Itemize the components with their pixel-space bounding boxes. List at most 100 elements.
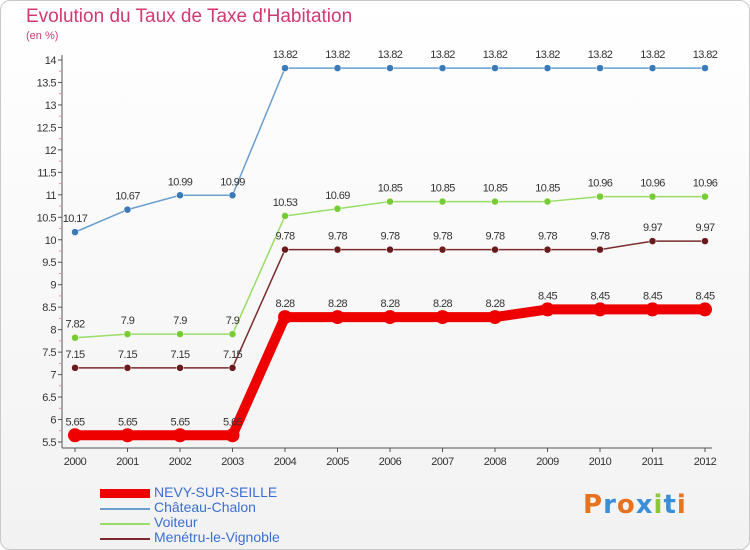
data-label: 5.65 (170, 416, 189, 428)
series-line (74, 67, 706, 233)
data-point (543, 197, 552, 206)
proxiti-logo: Proxiti (583, 490, 687, 520)
data-label: 10.96 (693, 178, 718, 190)
data-label: 7.15 (118, 349, 137, 361)
y-tick-label: 13 (45, 100, 57, 112)
y-tick-label: 7.5 (42, 347, 56, 359)
data-point (435, 310, 450, 325)
data-point (333, 205, 342, 213)
data-label: 13.82 (483, 49, 508, 61)
data-point (228, 330, 237, 338)
data-point (383, 310, 397, 325)
data-point (176, 330, 184, 338)
data-label: 8.45 (538, 290, 557, 302)
legend-item: NEVY-SUR-SEILLE (100, 484, 360, 501)
data-label: 5.65 (118, 416, 137, 428)
data-label: 8.45 (695, 290, 714, 302)
data-point (438, 245, 447, 254)
legend-swatch (100, 523, 150, 525)
data-label: 10.96 (640, 178, 665, 190)
data-label: 10.99 (220, 176, 245, 188)
data-label: 7.9 (226, 315, 240, 327)
data-label: 10.85 (535, 183, 560, 195)
data-label: 5.65 (223, 416, 242, 428)
data-label: 10.53 (273, 197, 298, 209)
data-point (123, 330, 132, 338)
data-label: 8.28 (380, 298, 399, 310)
data-label: 9.78 (380, 231, 399, 243)
data-point (71, 364, 79, 372)
y-tick-label: 6 (50, 415, 56, 427)
data-point (543, 64, 552, 72)
data-point (540, 302, 555, 317)
chart-title: Evolution du Taux de Taxe d'Habitation (26, 6, 353, 27)
x-tick-label: 2005 (326, 456, 349, 468)
y-tick-label: 8 (50, 325, 56, 337)
x-tick-label: 2008 (484, 456, 507, 468)
data-point (123, 364, 132, 372)
data-label: 9.78 (433, 231, 452, 243)
data-point (173, 428, 187, 443)
x-tick-label: 2001 (116, 456, 139, 468)
data-label: 10.99 (168, 176, 193, 188)
legend-item: Château-Chalon (100, 499, 360, 516)
legend-item: Voiteur (100, 514, 360, 531)
x-tick-label: 2010 (589, 456, 612, 468)
data-point (386, 64, 394, 72)
data-point (333, 64, 342, 72)
chart-legend: NEVY-SUR-SEILLE Château-Chalon Voiteur M… (100, 484, 360, 546)
data-label: 9.97 (695, 222, 714, 234)
data-label: 10.69 (325, 190, 350, 202)
data-label: 13.82 (693, 49, 718, 61)
data-point (120, 428, 135, 443)
data-label: 13.82 (378, 49, 403, 61)
data-point (71, 333, 79, 342)
data-point (281, 212, 289, 220)
y-tick-label: 8.5 (42, 302, 56, 314)
data-label: 9.97 (643, 222, 662, 234)
y-tick-label: 14 (45, 55, 57, 67)
x-tick-label: 2011 (642, 456, 664, 468)
data-label: 13.82 (273, 49, 298, 61)
legend-item: Menétru-le-Vignoble (100, 529, 360, 546)
data-point (491, 245, 499, 254)
y-tick-label: 6.5 (42, 392, 56, 404)
legend-label: Voiteur (154, 514, 198, 530)
x-tick-label: 2007 (431, 456, 454, 468)
data-point (488, 310, 502, 325)
data-point (225, 428, 240, 443)
data-label: 8.28 (485, 298, 504, 310)
x-tick-label: 2009 (536, 456, 559, 468)
data-point (701, 237, 709, 245)
data-point (330, 310, 345, 325)
data-point (648, 192, 657, 201)
data-point (698, 302, 712, 317)
y-tick-label: 10.5 (37, 212, 57, 224)
data-label: 8.28 (433, 298, 452, 310)
data-point (386, 245, 394, 254)
data-point (281, 64, 289, 72)
data-label: 9.78 (275, 231, 294, 243)
data-point (543, 245, 552, 254)
data-label: 10.96 (588, 178, 613, 190)
data-point (71, 228, 79, 236)
data-point (596, 192, 604, 201)
data-label: 7.82 (65, 319, 84, 331)
data-point (438, 64, 447, 72)
y-tick-label: 13.5 (37, 77, 57, 89)
data-label: 9.78 (485, 231, 504, 243)
x-tick-label: 2006 (379, 456, 402, 468)
data-label: 10.17 (63, 213, 88, 225)
legend-swatch (100, 508, 150, 510)
legend-label: Menétru-le-Vignoble (154, 529, 280, 545)
data-label: 13.82 (430, 49, 455, 61)
chart-unit-label: (en %) (26, 30, 59, 42)
data-point (645, 302, 660, 317)
data-label: 13.82 (640, 49, 665, 61)
data-point (228, 191, 237, 200)
y-tick-label: 9.5 (42, 257, 56, 269)
data-point (333, 245, 342, 254)
x-tick-label: 2002 (169, 456, 192, 468)
data-point (68, 428, 82, 443)
